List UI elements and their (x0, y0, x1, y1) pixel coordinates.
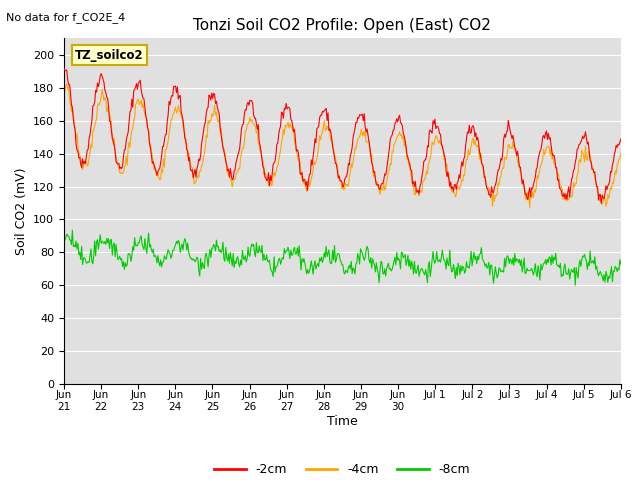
Title: Tonzi Soil CO2 Profile: Open (East) CO2: Tonzi Soil CO2 Profile: Open (East) CO2 (193, 18, 492, 33)
Text: No data for f_CO2E_4: No data for f_CO2E_4 (6, 12, 125, 23)
Text: TZ_soilco2: TZ_soilco2 (75, 49, 144, 62)
Y-axis label: Soil CO2 (mV): Soil CO2 (mV) (15, 168, 28, 255)
Legend: -2cm, -4cm, -8cm: -2cm, -4cm, -8cm (209, 458, 476, 480)
X-axis label: Time: Time (327, 415, 358, 428)
